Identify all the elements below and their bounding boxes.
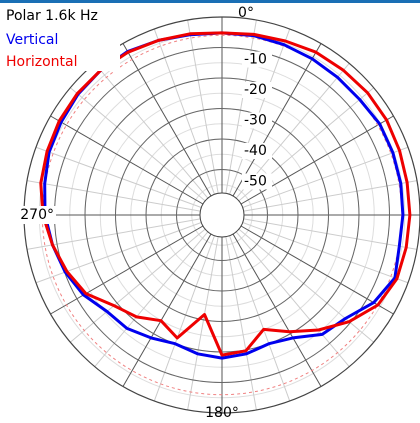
spoke bbox=[225, 19, 257, 194]
spoke bbox=[35, 222, 202, 284]
spoke bbox=[243, 218, 418, 250]
ring bbox=[176, 169, 268, 261]
spoke bbox=[122, 233, 212, 387]
spoke bbox=[187, 236, 219, 411]
chart-title: Polar 1.6k Hz bbox=[6, 8, 98, 24]
spoke bbox=[70, 87, 206, 202]
spoke bbox=[232, 43, 322, 197]
r-tick-label: -30 bbox=[244, 113, 267, 129]
series-line bbox=[39, 31, 412, 357]
spoke bbox=[94, 231, 209, 367]
legend-entry: Horizontal bbox=[6, 54, 77, 70]
spoke bbox=[50, 225, 204, 315]
spoke bbox=[35, 146, 202, 208]
label-bg bbox=[242, 143, 272, 159]
series-line bbox=[43, 31, 405, 360]
label-bg bbox=[242, 173, 272, 190]
spoke bbox=[229, 235, 291, 402]
theta-tick-label: 0° bbox=[238, 5, 254, 21]
spoke bbox=[238, 228, 374, 343]
spoke bbox=[70, 228, 206, 343]
r-tick-label: -50 bbox=[244, 174, 267, 190]
theta-tick-label: 180° bbox=[205, 405, 239, 421]
spoke bbox=[229, 28, 291, 195]
theta-tick-label: 270° bbox=[20, 207, 54, 223]
spoke bbox=[225, 236, 257, 411]
spoke bbox=[243, 180, 418, 212]
r-tick-label: -20 bbox=[244, 82, 267, 98]
spoke bbox=[240, 115, 394, 205]
top-bar bbox=[0, 0, 420, 3]
legend-entry: Vertical bbox=[6, 32, 58, 48]
ring bbox=[145, 138, 299, 292]
spoke bbox=[240, 225, 394, 315]
spoke bbox=[94, 63, 209, 199]
spoke bbox=[50, 115, 204, 205]
center-hole bbox=[199, 192, 245, 238]
legend-bg bbox=[2, 5, 120, 71]
spoke bbox=[122, 43, 212, 197]
label-bg bbox=[242, 51, 272, 68]
spoke bbox=[153, 28, 215, 195]
spoke bbox=[232, 233, 322, 387]
label-bg bbox=[2, 206, 56, 224]
ring bbox=[115, 108, 329, 322]
spoke bbox=[242, 146, 409, 208]
spoke bbox=[235, 231, 350, 367]
spoke bbox=[187, 19, 219, 194]
spoke bbox=[26, 218, 201, 250]
r-tick-label: -40 bbox=[244, 143, 267, 159]
spoke bbox=[153, 235, 215, 402]
spoke bbox=[26, 180, 201, 212]
r-tick-label: -10 bbox=[244, 52, 267, 68]
label-bg bbox=[242, 82, 272, 98]
label-bg bbox=[242, 112, 272, 129]
spoke bbox=[242, 222, 409, 284]
